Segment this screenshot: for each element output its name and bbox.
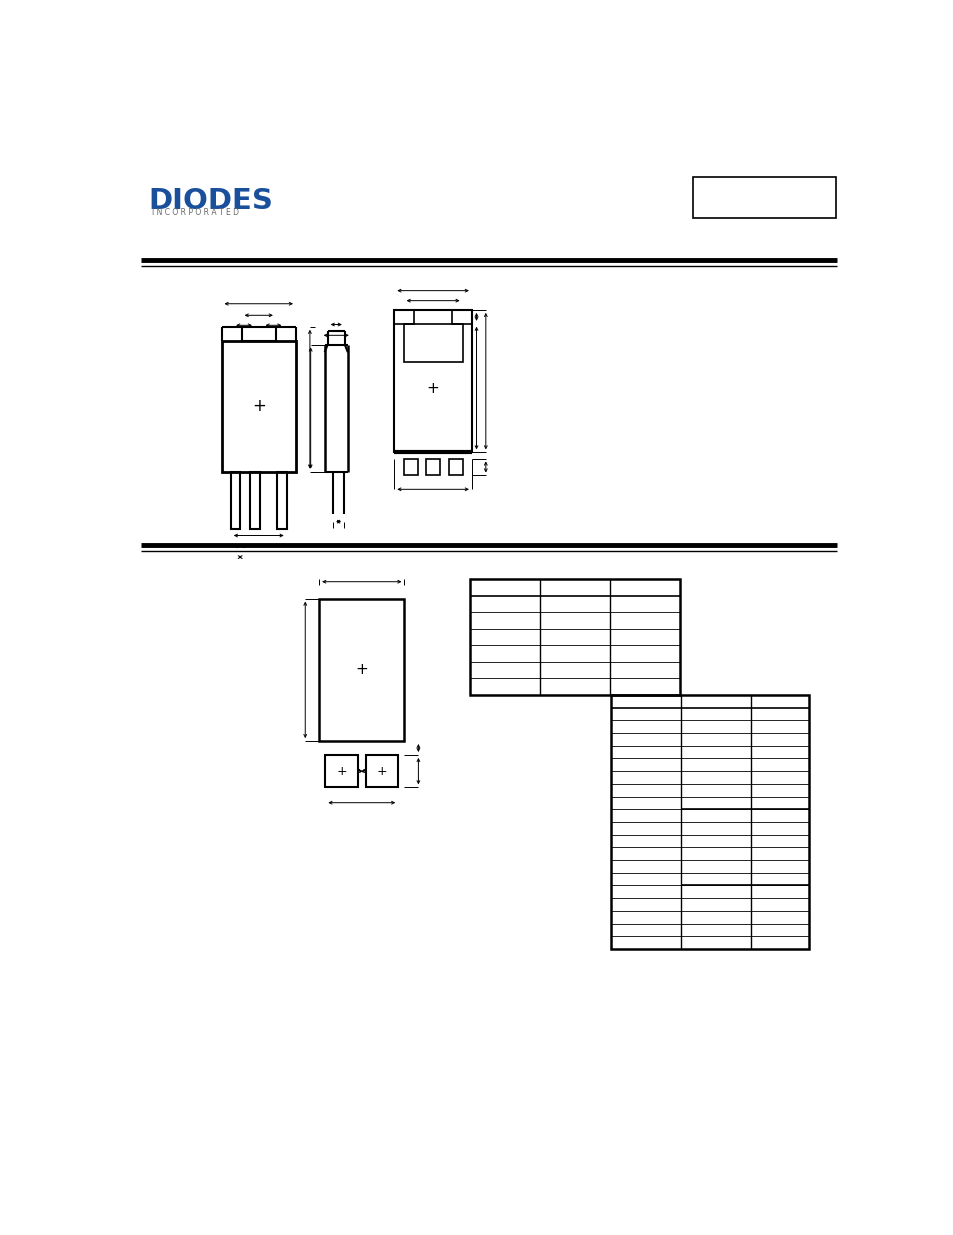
Bar [394,310,414,324]
Text: +: + [376,764,387,778]
Bar [221,341,295,472]
Bar [692,178,835,217]
Bar [403,324,462,362]
Bar [231,472,240,530]
Bar [319,599,404,741]
Text: +: + [336,764,347,778]
Bar [241,327,275,341]
Bar [277,472,286,530]
Bar [448,458,462,475]
Bar [611,695,808,948]
Bar [325,755,357,787]
Bar [403,458,417,475]
Bar [365,755,397,787]
Text: +: + [426,380,439,395]
Bar [470,579,679,695]
Bar [452,310,472,324]
Text: +: + [252,398,265,415]
Bar [250,472,259,530]
Bar [426,458,439,475]
Text: DIODES: DIODES [149,186,274,215]
Text: I N C O R P O R A T E D: I N C O R P O R A T E D [152,209,238,217]
Text: +: + [355,662,368,677]
Bar [394,310,472,452]
